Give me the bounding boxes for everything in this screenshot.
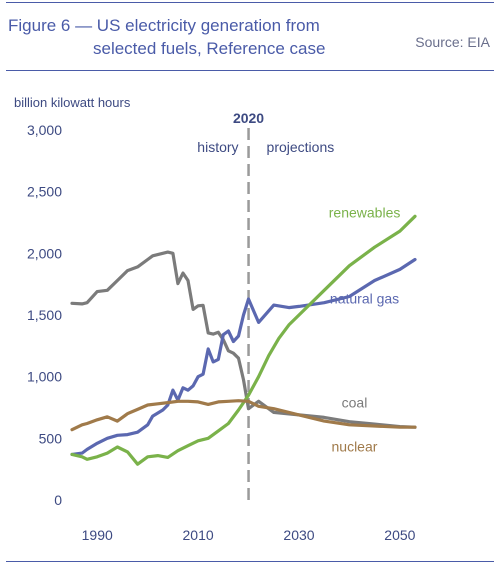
series-label-natural-gas: natural gas <box>330 290 399 306</box>
series-line-nuclear <box>70 399 417 432</box>
y-axis-label: billion kilowatt hours <box>14 95 131 110</box>
figure-header: Figure 6 — US electricity generation fro… <box>6 4 494 64</box>
header-rule <box>6 70 494 71</box>
x-tick-label: 1990 <box>82 527 113 543</box>
figure-title: Figure 6 — US electricity generation fro… <box>8 14 348 60</box>
x-tick-label: 2030 <box>283 527 314 543</box>
figure-title-line-1: Figure 6 — US electricity generation fro… <box>8 16 320 35</box>
series-line-natural-gas <box>70 257 417 456</box>
y-tick-label: 0 <box>54 492 62 508</box>
series-line-coal <box>70 250 417 429</box>
divider-year-label: 2020 <box>233 110 264 126</box>
history-label: history <box>197 139 238 155</box>
y-tick-label: 2,000 <box>27 245 62 261</box>
bottom-rule <box>6 561 494 562</box>
series-label-nuclear: nuclear <box>332 438 378 454</box>
y-tick-label: 2,500 <box>27 184 62 200</box>
y-tick-label: 1,500 <box>27 307 62 323</box>
x-tick-label: 2050 <box>384 527 415 543</box>
series-label-coal: coal <box>342 395 368 411</box>
y-tick-label: 3,000 <box>27 122 62 138</box>
y-tick-label: 1,000 <box>27 369 62 385</box>
series-label-renewables: renewables <box>329 205 401 221</box>
figure-source: Source: EIA <box>415 34 490 50</box>
series-line-renewables <box>70 214 417 466</box>
x-tick-label: 2010 <box>183 527 214 543</box>
figure-title-line-2: selected fuels, Reference case <box>93 39 326 58</box>
y-tick-label: 500 <box>39 430 63 446</box>
projections-label: projections <box>267 139 335 155</box>
top-rule <box>6 2 494 3</box>
